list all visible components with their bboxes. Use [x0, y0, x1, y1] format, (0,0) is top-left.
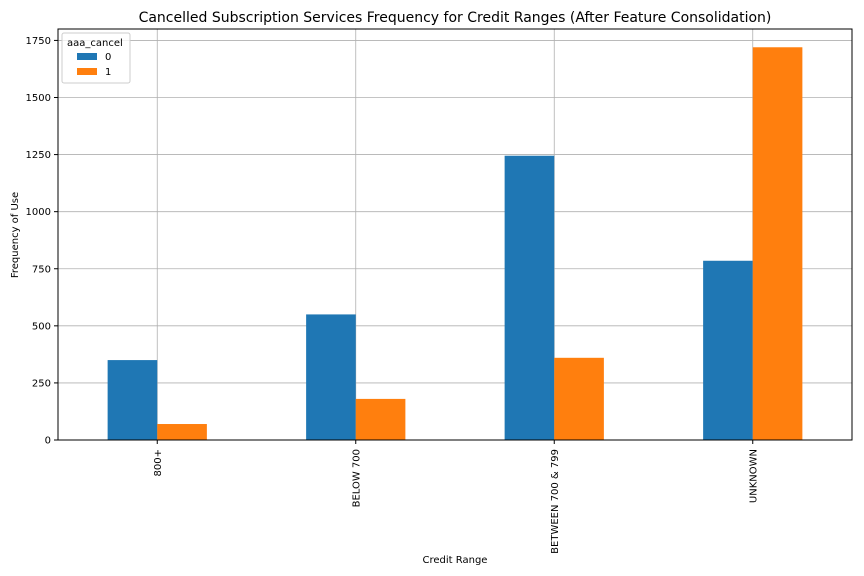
y-tick-label: 750	[32, 264, 51, 275]
y-axis-label: Frequency of Use	[10, 192, 21, 278]
bar-series-1-between-700-799	[554, 357, 604, 440]
bars	[107, 47, 803, 441]
bar-series-0-below-700	[306, 314, 356, 440]
legend-label-1: 1	[105, 67, 111, 78]
bar-series-0-between-700-799	[504, 155, 555, 440]
bar-series-1-unknown	[752, 47, 803, 441]
y-tick-label: 1750	[26, 36, 51, 47]
legend: aaa_cancel 0 1	[61, 32, 131, 84]
legend-swatch-0	[77, 53, 97, 60]
bar-series-0-800-	[107, 360, 158, 440]
x-tick-label: 800+	[153, 449, 164, 476]
x-axis-ticks: 800+ BELOW 700 BETWEEN 700 & 799 UNKNOWN	[153, 440, 759, 554]
y-tick-label: 1250	[26, 150, 51, 161]
y-axis-ticks: 0 250 500 750 1000 1250 1500 1750	[26, 36, 58, 447]
x-tick-label: UNKNOWN	[748, 449, 759, 503]
bar-series-1-800-	[157, 424, 207, 440]
legend-label-0: 0	[105, 52, 111, 63]
x-tick-label: BELOW 700	[351, 449, 362, 507]
y-tick-label: 1000	[26, 207, 51, 218]
y-tick-label: 500	[32, 321, 51, 332]
plot-frame	[57, 28, 853, 441]
chart-title: Cancelled Subscription Services Frequenc…	[139, 10, 772, 26]
bar-series-1-below-700	[355, 398, 406, 440]
x-tick-label: BETWEEN 700 & 799	[550, 449, 561, 554]
legend-swatch-1	[77, 68, 97, 75]
y-tick-label: 250	[32, 378, 51, 389]
bar-series-0-unknown	[703, 260, 753, 440]
x-axis-label: Credit Range	[423, 555, 488, 566]
legend-title: aaa_cancel	[67, 38, 123, 49]
y-tick-label: 0	[45, 436, 51, 447]
y-tick-label: 1500	[26, 93, 51, 104]
